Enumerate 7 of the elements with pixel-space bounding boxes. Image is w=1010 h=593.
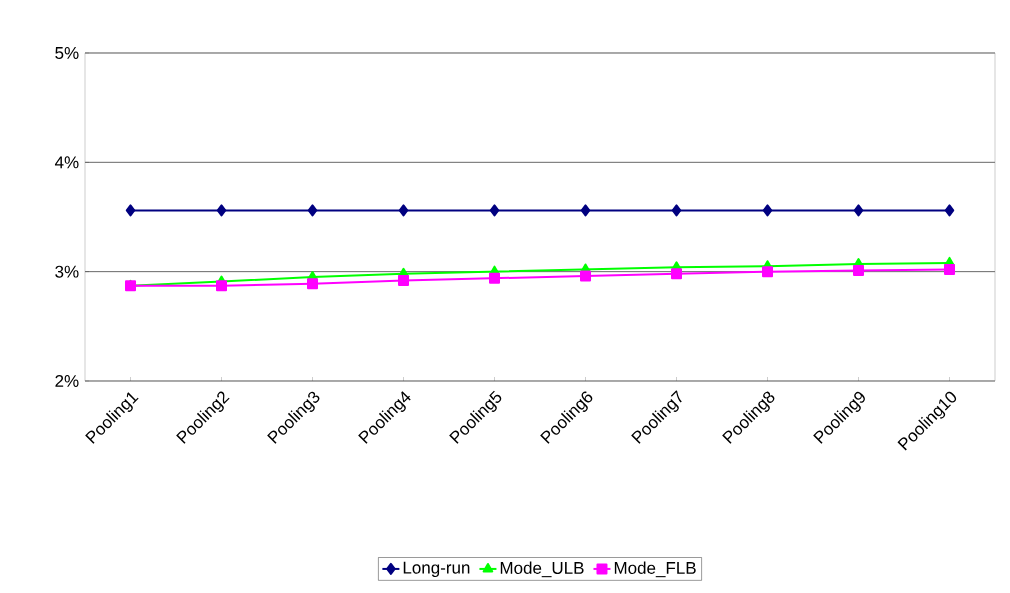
legend-label: Mode_ULB [500, 561, 584, 578]
y-tick-label: 5% [55, 47, 79, 59]
legend-label: Mode_FLB [614, 561, 696, 578]
y-tick-label: 4% [54, 156, 79, 169]
legend-label: Long-run [403, 561, 470, 578]
y-tick-label: 2% [55, 375, 79, 387]
y-tick-label: 3% [55, 265, 79, 278]
